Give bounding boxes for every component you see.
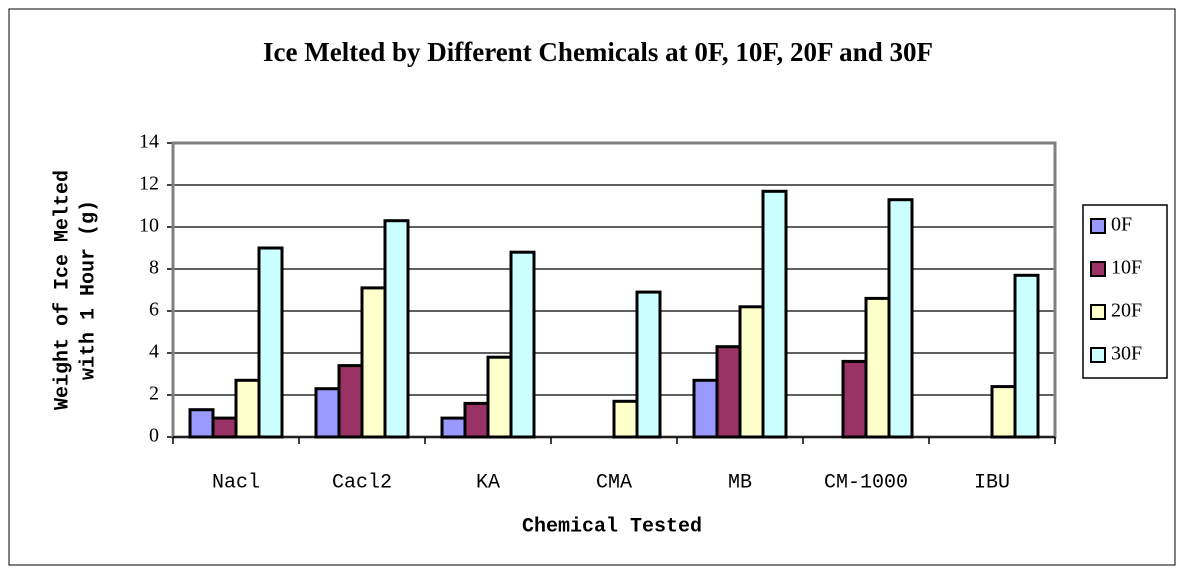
- y-tick-label: 12: [139, 173, 159, 195]
- y-axis-label: Weight of Ice Melted: [51, 170, 74, 410]
- legend-label: 20F: [1111, 300, 1142, 322]
- bar: [841, 359, 868, 439]
- bar: [211, 416, 238, 439]
- y-axis-label: with 1 Hour (g): [77, 200, 100, 380]
- bar: [257, 246, 284, 439]
- bar: [337, 364, 364, 439]
- x-axis-label: Chemical Tested: [522, 515, 702, 538]
- x-tick-label: Nacl: [212, 471, 260, 494]
- y-tick-label: 14: [139, 131, 159, 153]
- bar: [383, 219, 410, 439]
- bar: [486, 355, 513, 439]
- y-tick-label: 4: [149, 341, 159, 363]
- x-tick-label: MB: [728, 471, 752, 494]
- legend-swatch: [1090, 218, 1106, 234]
- x-tick-label: Cacl2: [332, 471, 392, 494]
- bar: [990, 385, 1017, 439]
- bar: [612, 399, 639, 439]
- bar: [314, 387, 341, 439]
- bar: [360, 286, 387, 439]
- y-tick-label: 2: [149, 383, 159, 405]
- legend-swatch: [1090, 304, 1106, 320]
- x-tick-label: IBU: [974, 471, 1010, 494]
- bar: [1013, 273, 1040, 439]
- bar: [188, 408, 215, 439]
- bar: [715, 345, 742, 439]
- legend-label: 10F: [1111, 257, 1142, 279]
- bar: [440, 416, 467, 439]
- legend-swatch: [1090, 347, 1106, 363]
- bar: [864, 296, 891, 439]
- chart-frame: [8, 8, 1176, 566]
- legend-label: 30F: [1111, 343, 1142, 365]
- legend-label: 0F: [1111, 214, 1132, 236]
- y-tick-label: 6: [149, 299, 159, 321]
- bar: [463, 401, 490, 439]
- x-tick-label: CMA: [596, 471, 632, 494]
- y-tick-label: 8: [149, 257, 159, 279]
- y-tick-label: 0: [149, 425, 159, 447]
- bar: [692, 378, 719, 439]
- chart-title: Ice Melted by Different Chemicals at 0F,…: [263, 37, 933, 67]
- x-tick-label: CM-1000: [824, 471, 908, 494]
- bar: [509, 250, 536, 439]
- bar: [234, 378, 261, 439]
- bar: [738, 305, 765, 439]
- bar: [761, 189, 788, 439]
- x-tick-label: KA: [476, 471, 500, 494]
- bar: [635, 290, 662, 439]
- legend-swatch: [1090, 261, 1106, 277]
- y-tick-label: 10: [139, 215, 159, 237]
- bar: [887, 198, 914, 439]
